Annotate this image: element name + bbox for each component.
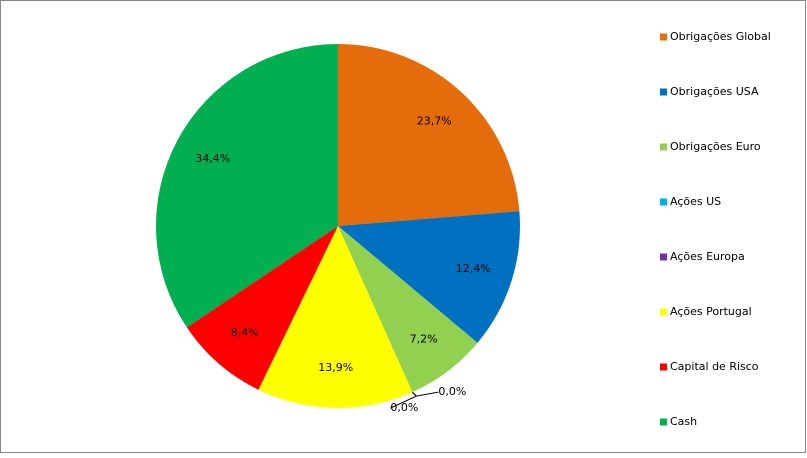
data-label: 7,2% xyxy=(410,332,438,345)
pie-slice xyxy=(338,226,478,393)
legend-swatch xyxy=(660,308,667,316)
legend-label: Ações US xyxy=(670,195,721,208)
data-label: 8,4% xyxy=(231,326,259,339)
legend-swatch xyxy=(660,198,667,206)
data-label: 34,4% xyxy=(195,152,230,165)
legend-label: Obrigações USA xyxy=(670,85,759,98)
pie-slice xyxy=(156,44,338,328)
data-label: 0,0% xyxy=(438,385,466,398)
legend-label: Capital de Risco xyxy=(670,360,759,373)
leader-line xyxy=(390,391,418,409)
data-label: 23,7% xyxy=(417,115,452,128)
legend-label: Cash xyxy=(670,415,697,428)
legend-swatch xyxy=(660,33,667,41)
legend-swatch xyxy=(660,363,667,371)
legend-label: Obrigações Global xyxy=(670,30,771,43)
pie-slice xyxy=(338,44,520,226)
data-label: 0,0% xyxy=(390,401,418,414)
pie-slice xyxy=(258,226,413,408)
legend-label: Ações Europa xyxy=(670,250,745,263)
legend-swatch xyxy=(660,88,667,96)
legend-swatch xyxy=(660,418,667,426)
legend-swatch xyxy=(660,143,667,151)
pie-slice xyxy=(338,211,520,343)
legend-swatch xyxy=(660,253,667,261)
legend-label: Ações Portugal xyxy=(670,305,752,318)
pie-slice xyxy=(186,226,338,390)
data-label: 13,9% xyxy=(318,361,353,374)
legend-label: Obrigações Euro xyxy=(670,140,761,153)
data-label: 12,4% xyxy=(456,262,491,275)
